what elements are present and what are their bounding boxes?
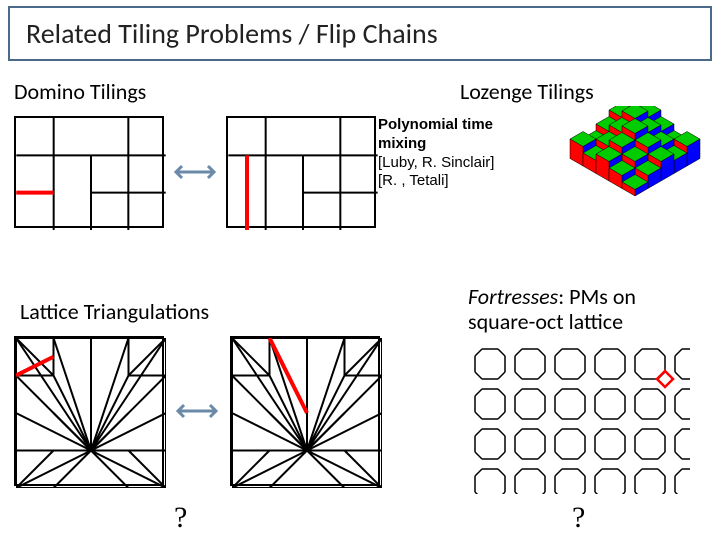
- poly-l4: [R. , Tetali]: [378, 172, 494, 191]
- label-lozenge: Lozenge Tilings: [460, 78, 594, 105]
- poly-mixing-text: Polynomial time mixing [Luby, R. Sinclai…: [378, 116, 494, 191]
- domino-group: [14, 116, 376, 228]
- page-title: Related Tiling Problems / Flip Chains: [26, 16, 694, 51]
- label-domino: Domino Tilings: [14, 78, 146, 105]
- title-container: Related Tiling Problems / Flip Chains: [8, 6, 712, 61]
- label-fortress: Fortresses: PMs on square-oct lattice: [468, 284, 688, 335]
- tri-after: [230, 336, 380, 486]
- poly-l2: mixing: [378, 135, 494, 154]
- question-mark-1: ?: [174, 501, 187, 535]
- fortress-em: Fortresses: [468, 283, 558, 310]
- tri-before: [14, 336, 164, 486]
- tri-group: [14, 336, 380, 486]
- lozenge-cubes-icon: [560, 106, 710, 236]
- question-mark-2: ?: [572, 501, 585, 535]
- poly-l1: Polynomial time: [378, 116, 494, 135]
- flip-arrow-icon: [172, 162, 218, 182]
- poly-l3: [Luby, R. Sinclair]: [378, 154, 494, 173]
- domino-before: [14, 116, 164, 228]
- label-lattice: Lattice Triangulations: [20, 298, 209, 325]
- flip-arrow-icon-2: [174, 401, 220, 421]
- domino-after: [226, 116, 376, 228]
- square-oct-lattice: [470, 344, 690, 494]
